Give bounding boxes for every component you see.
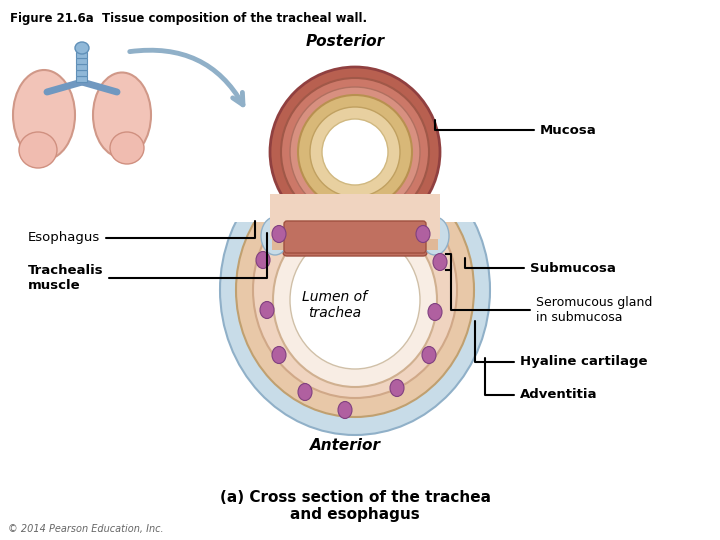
FancyBboxPatch shape <box>283 220 427 256</box>
Bar <box>270 194 440 239</box>
Ellipse shape <box>236 163 474 417</box>
Ellipse shape <box>272 347 286 363</box>
FancyBboxPatch shape <box>76 71 88 77</box>
Text: Posterior: Posterior <box>305 34 384 49</box>
Text: Figure 21.6a  Tissue composition of the tracheal wall.: Figure 21.6a Tissue composition of the t… <box>10 12 367 25</box>
Ellipse shape <box>272 226 286 242</box>
Ellipse shape <box>338 402 352 418</box>
Ellipse shape <box>428 303 442 321</box>
Ellipse shape <box>19 132 57 168</box>
Ellipse shape <box>273 213 437 387</box>
Text: (a) Cross section of the trachea
and esophagus: (a) Cross section of the trachea and eso… <box>220 490 490 522</box>
Text: © 2014 Pearson Education, Inc.: © 2014 Pearson Education, Inc. <box>8 524 163 534</box>
Ellipse shape <box>270 67 440 237</box>
Ellipse shape <box>220 145 490 435</box>
Text: Seromucous gland
in submucosa: Seromucous gland in submucosa <box>451 265 652 324</box>
Ellipse shape <box>261 217 289 255</box>
Ellipse shape <box>433 253 447 271</box>
Ellipse shape <box>298 95 412 209</box>
Ellipse shape <box>256 252 270 268</box>
Ellipse shape <box>310 107 400 197</box>
Ellipse shape <box>290 87 420 217</box>
FancyBboxPatch shape <box>284 221 426 253</box>
FancyBboxPatch shape <box>76 77 88 83</box>
Ellipse shape <box>290 231 420 369</box>
Text: Esophagus: Esophagus <box>28 221 255 245</box>
Bar <box>272 235 302 250</box>
Ellipse shape <box>298 383 312 401</box>
Ellipse shape <box>93 72 151 158</box>
Bar <box>185 22 525 222</box>
Text: Trachealis
muscle: Trachealis muscle <box>28 233 267 292</box>
Ellipse shape <box>416 226 430 242</box>
Text: Hyaline cartilage: Hyaline cartilage <box>475 321 647 368</box>
FancyBboxPatch shape <box>76 64 88 71</box>
Text: Adventitia: Adventitia <box>485 358 598 402</box>
Text: Mucosa: Mucosa <box>435 120 597 137</box>
Ellipse shape <box>253 182 457 398</box>
Ellipse shape <box>421 217 449 255</box>
Text: Anterior: Anterior <box>310 438 380 453</box>
Ellipse shape <box>281 78 429 226</box>
Text: Lumen of
trachea: Lumen of trachea <box>302 290 367 320</box>
Ellipse shape <box>322 119 388 185</box>
Ellipse shape <box>422 347 436 363</box>
Ellipse shape <box>390 380 404 396</box>
Ellipse shape <box>110 132 144 164</box>
Ellipse shape <box>260 301 274 319</box>
Bar <box>408 235 438 250</box>
Ellipse shape <box>75 42 89 54</box>
FancyBboxPatch shape <box>76 58 88 64</box>
Ellipse shape <box>13 70 75 160</box>
Text: Submucosa: Submucosa <box>465 258 616 274</box>
FancyBboxPatch shape <box>76 52 88 58</box>
